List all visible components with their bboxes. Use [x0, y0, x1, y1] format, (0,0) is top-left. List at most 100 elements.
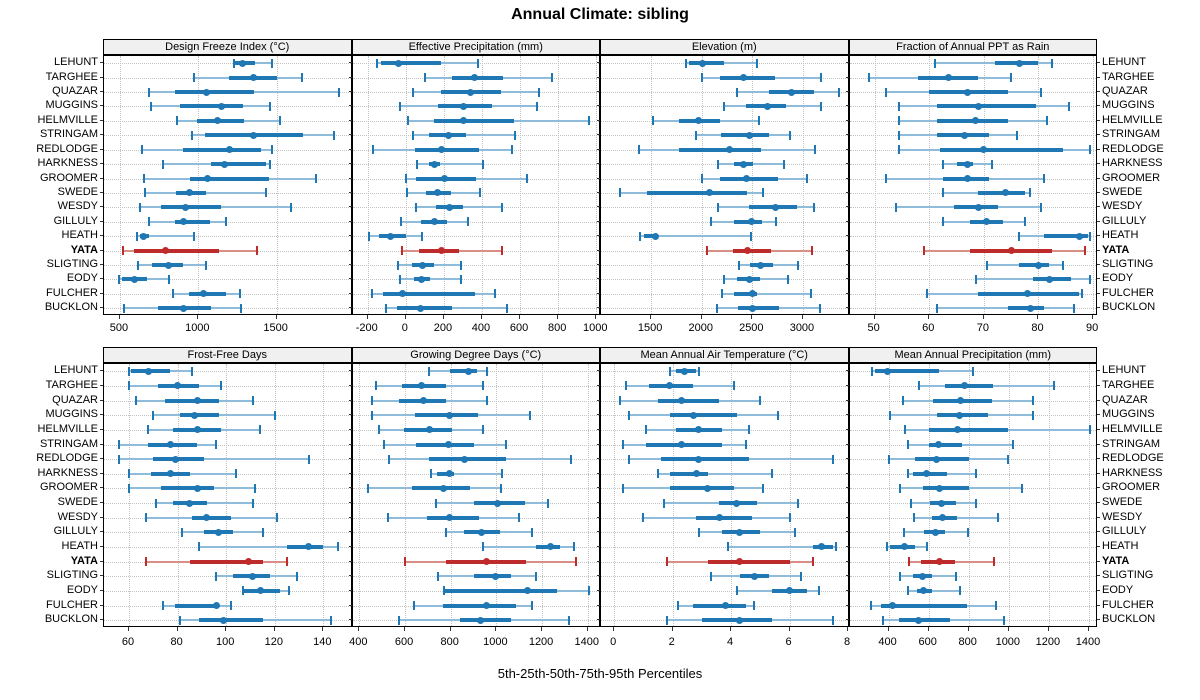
whisker-5th-95th	[937, 307, 1074, 310]
y-axis-tick	[348, 399, 352, 401]
whisker-cap-5th	[665, 615, 668, 625]
whisker-cap-95th	[775, 217, 778, 227]
y-axis-tick	[597, 278, 600, 280]
whisker-cap-5th	[413, 601, 416, 611]
whisker-cap-5th	[898, 130, 901, 140]
whisker-cap-5th	[215, 571, 218, 581]
whisker-cap-5th	[397, 260, 400, 270]
whisker-cap-95th	[568, 615, 571, 625]
whisker-cap-5th	[122, 303, 125, 313]
box-25th-75th	[160, 205, 222, 210]
y-axis-tick	[348, 560, 352, 562]
station-label-right: FULCHER	[1102, 286, 1154, 299]
median-dot	[387, 232, 395, 240]
y-axis-tick	[1097, 619, 1100, 621]
y-axis-tick	[100, 134, 103, 136]
x-axis-tick-label: 800	[958, 636, 977, 648]
y-axis-tick	[845, 177, 849, 179]
y-axis-tick	[845, 443, 849, 445]
x-axis-tick	[225, 626, 227, 631]
gridline-vertical	[1093, 56, 1095, 314]
whisker-cap-95th	[510, 145, 513, 155]
x-axis-tick-label: 400	[471, 322, 491, 334]
whisker-cap-95th	[974, 498, 977, 508]
gridline-vertical	[276, 56, 278, 314]
median-dot	[433, 189, 441, 197]
median-dot	[139, 232, 147, 240]
y-axis-tick	[348, 428, 352, 430]
median-dot	[1024, 290, 1032, 298]
y-axis-tick	[100, 105, 103, 107]
gridline-vertical	[968, 364, 970, 626]
whisker-cap-95th	[505, 303, 508, 313]
whisker-cap-95th	[238, 289, 241, 299]
box-25th-75th	[874, 369, 939, 374]
median-dot	[933, 455, 941, 463]
median-dot	[446, 514, 454, 522]
y-axis-tick	[597, 414, 600, 416]
whisker-cap-5th	[706, 246, 709, 256]
gridline-vertical	[928, 364, 930, 626]
whisker-cap-5th	[941, 188, 944, 198]
y-axis-tick	[100, 414, 103, 416]
x-axis-tick-label: 400	[878, 636, 897, 648]
x-axis-tick-label: 50	[867, 322, 880, 334]
x-axis-tick-label: 70	[976, 322, 989, 334]
whisker-cap-5th	[668, 366, 671, 376]
x-axis-tick	[519, 314, 521, 319]
whisker-cap-95th	[1042, 174, 1045, 184]
station-label-right: SLIGTING	[1102, 258, 1154, 271]
whisker-cap-5th	[637, 145, 640, 155]
whisker-cap-95th	[794, 527, 797, 537]
median-dot	[733, 499, 741, 507]
whisker-cap-5th	[415, 202, 418, 212]
station-label-left: BUCKLON	[44, 301, 98, 314]
station-label-left: HELMVILLE	[37, 113, 98, 126]
box-25th-75th	[382, 291, 476, 296]
median-dot	[721, 602, 729, 610]
whisker-cap-95th	[994, 601, 997, 611]
box-25th-75th	[660, 457, 749, 462]
median-dot	[204, 175, 212, 183]
y-axis-tick	[100, 370, 103, 372]
axis-caption: 5th-25th-50th-75th-95th Percentiles	[497, 666, 703, 681]
y-axis-tick	[348, 619, 352, 621]
station-label-left: MUGGINS	[45, 99, 98, 112]
median-dot	[745, 131, 753, 139]
median-dot	[1002, 189, 1010, 197]
whisker-cap-95th	[220, 381, 223, 391]
station-label-left: TARGHEE	[45, 70, 98, 83]
panel-plot	[351, 363, 600, 627]
whisker-5th-95th	[400, 278, 462, 281]
station-label-left: EODY	[66, 583, 98, 596]
box-25th-75th	[880, 603, 967, 608]
whisker-cap-95th	[535, 571, 538, 581]
whisker-cap-95th	[1031, 396, 1034, 406]
whisker-cap-5th	[370, 396, 373, 406]
gridline-vertical	[226, 364, 228, 626]
median-dot	[677, 441, 685, 448]
whisker-cap-5th	[149, 101, 152, 111]
median-dot	[748, 304, 756, 312]
whisker-cap-95th	[832, 454, 835, 464]
station-label-left: SLIGTING	[46, 258, 98, 271]
median-dot	[417, 275, 425, 283]
box-25th-75th	[445, 588, 557, 593]
panel-plot	[600, 55, 849, 315]
box-25th-75th	[914, 457, 969, 462]
box-25th-75th	[693, 603, 746, 608]
median-dot	[771, 203, 779, 211]
box-25th-75th	[210, 162, 267, 167]
y-axis-tick	[845, 487, 849, 489]
box-25th-75th	[179, 104, 243, 109]
box-25th-75th	[397, 306, 452, 311]
x-axis-tick-label: 3000	[789, 322, 815, 334]
x-axis-tick	[801, 314, 803, 319]
station-label-right: LEHUNT	[1102, 364, 1147, 377]
median-dot	[250, 74, 258, 82]
whisker-cap-5th	[139, 202, 142, 212]
y-axis-tick	[597, 76, 600, 78]
whisker-5th-95th	[137, 235, 195, 238]
y-axis-tick	[348, 502, 352, 504]
median-dot	[213, 117, 221, 125]
